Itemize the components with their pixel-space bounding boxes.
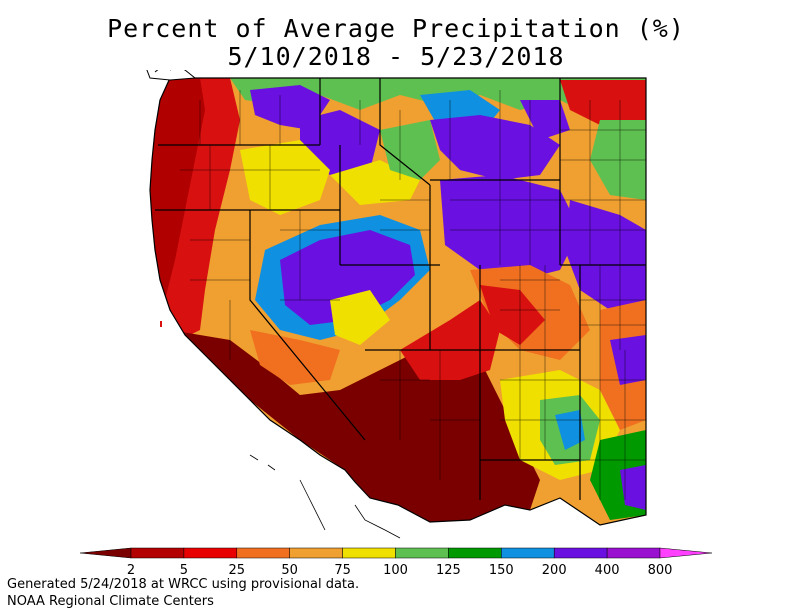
- county-borders: [180, 90, 646, 500]
- legend-cell: [395, 547, 449, 559]
- legend-tick-label: 25: [228, 563, 246, 578]
- legend-cell: [289, 547, 343, 559]
- mexico-coastline: [249, 454, 401, 539]
- canada-coast: [146, 70, 197, 81]
- legend-tick-label: 100: [383, 563, 408, 578]
- legend-tick-label: 150: [488, 563, 514, 578]
- legend-tick-label: 50: [281, 563, 298, 578]
- footer-credit: NOAA Regional Climate Centers: [7, 594, 214, 609]
- legend-cell: [342, 547, 396, 559]
- legend-tick-label: 2: [126, 563, 136, 578]
- map-title: Percent of Average Precipitation (%): [107, 14, 685, 43]
- legend-tick-label: 125: [435, 563, 461, 578]
- legend-cell: [606, 547, 661, 559]
- legend-tick-label: 400: [594, 563, 620, 578]
- map-date-range: 5/10/2018 - 5/23/2018: [227, 42, 565, 71]
- precipitation-map: [146, 70, 647, 539]
- legend-cell: [553, 547, 608, 559]
- legend-tick-label: 200: [541, 563, 567, 578]
- legend-tick-label: 75: [334, 563, 351, 578]
- precip-color-field: [150, 78, 646, 525]
- legend-tick-label: 5: [179, 563, 189, 578]
- legend-tick-label: 800: [647, 563, 673, 578]
- legend-cell-below-min: [79, 547, 132, 559]
- legend-cell: [448, 547, 502, 559]
- coastline: [149, 77, 647, 526]
- legend-cell: [501, 547, 555, 559]
- legend-cell: [236, 547, 290, 559]
- legend-cell-above-max: [659, 547, 713, 559]
- data-marker: [160, 321, 162, 327]
- footer-generated-note: Generated 5/24/2018 at WRCC using provis…: [7, 577, 360, 592]
- legend-cell: [183, 547, 238, 559]
- legend-cell: [130, 547, 185, 559]
- color-legend: [79, 547, 713, 559]
- legend-cells: [79, 547, 713, 559]
